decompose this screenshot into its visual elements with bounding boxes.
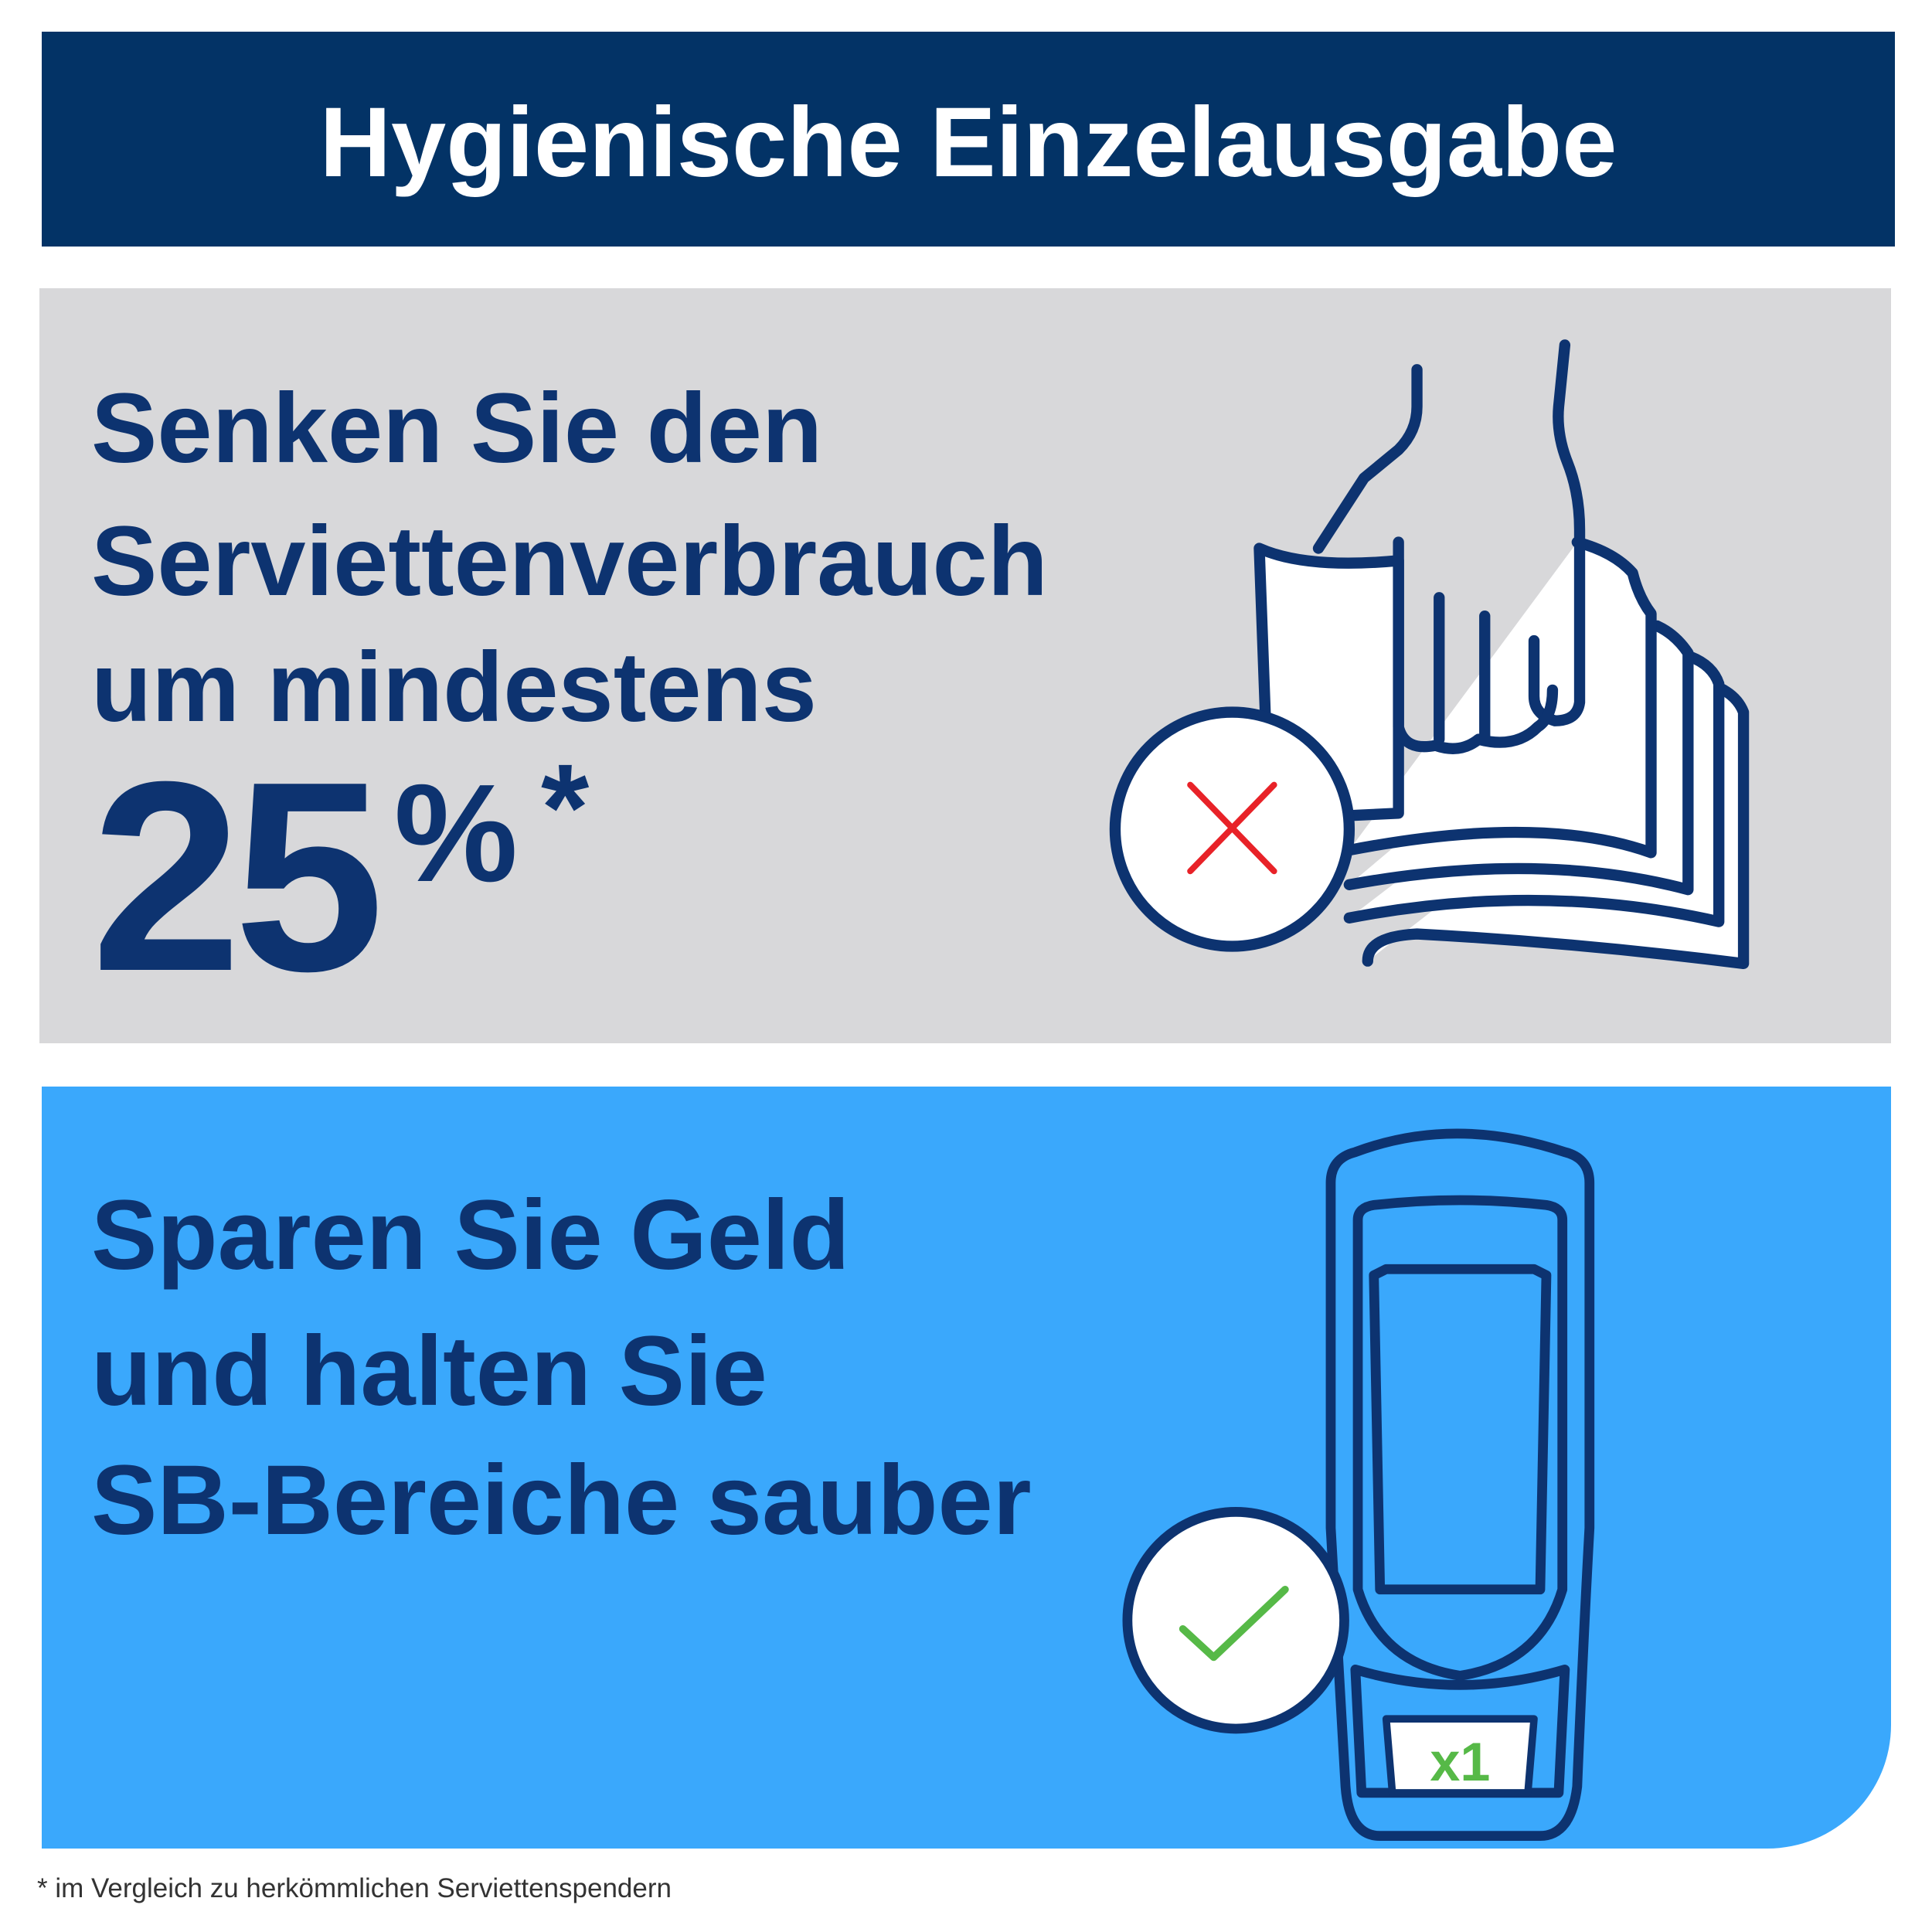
- big-unit: %: [394, 756, 518, 911]
- header-title: Hygienische Einzelausgabe: [320, 87, 1617, 198]
- panel-text: Sparen Sie Geld: [91, 1180, 850, 1291]
- panel-text: SB-Bereiche sauber: [91, 1445, 1032, 1556]
- panel-text: um mindestens: [91, 632, 817, 743]
- panel-text: Serviettenverbrauch: [91, 506, 1048, 617]
- panel-text: und halten Sie: [91, 1316, 767, 1427]
- footnote: * im Vergleich zu herkömmlichen Serviett…: [37, 1873, 672, 1903]
- dispenser-label: x1: [1430, 1731, 1490, 1792]
- dispenser-icon: x1: [1122, 1128, 1595, 1842]
- napkin-icon: [1109, 339, 1750, 969]
- footnote-mark: *: [541, 738, 590, 876]
- header-bar: [42, 32, 1895, 247]
- big-figure: 25: [91, 726, 378, 1028]
- panel-text: Senken Sie den: [91, 373, 822, 484]
